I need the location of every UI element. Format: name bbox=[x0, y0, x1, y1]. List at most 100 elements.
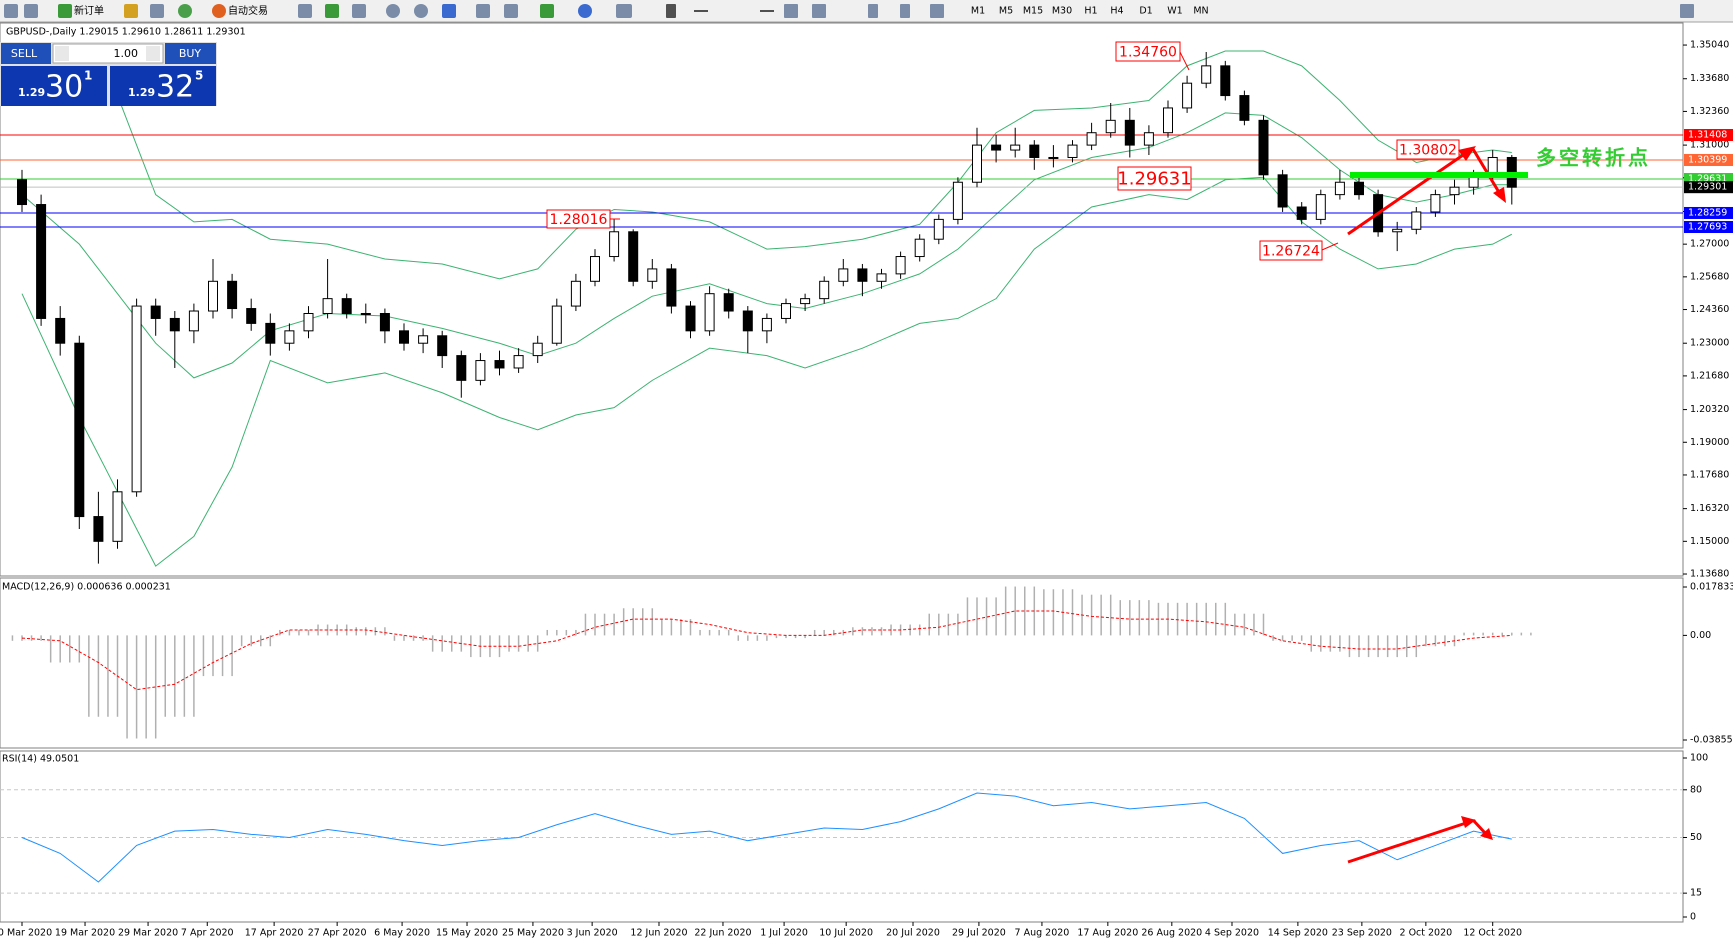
icon[interactable] bbox=[476, 4, 490, 18]
candle-body bbox=[800, 298, 811, 305]
y-tick-label: 50 bbox=[1690, 832, 1702, 843]
timeframe-button[interactable]: H1 bbox=[1084, 6, 1097, 17]
rsi-panel bbox=[0, 750, 1684, 923]
timeframe-button[interactable]: M5 bbox=[999, 6, 1013, 17]
icon[interactable] bbox=[504, 4, 518, 18]
lot-value[interactable]: 1.00 bbox=[114, 47, 139, 60]
y-tick-label: 1.33680 bbox=[1690, 73, 1729, 84]
lot-field[interactable] bbox=[52, 43, 164, 64]
toolbar-button-label[interactable]: 自动交易 bbox=[228, 4, 268, 17]
x-tick-label: 25 May 2020 bbox=[502, 928, 564, 939]
ask-point: 5 bbox=[195, 69, 203, 83]
candle-body bbox=[838, 268, 849, 282]
candle-body bbox=[360, 312, 371, 315]
y-tick-label: 1.32360 bbox=[1690, 106, 1729, 117]
ask-box[interactable] bbox=[110, 66, 216, 106]
lot-down[interactable] bbox=[55, 46, 69, 61]
annotation: 1.30802 bbox=[1399, 143, 1457, 159]
level-label-bg bbox=[1684, 181, 1733, 194]
sell-label[interactable]: SELL bbox=[11, 47, 38, 60]
bid-pips: 30 bbox=[45, 70, 83, 105]
candle-body bbox=[704, 293, 715, 332]
timeframe-button[interactable]: H4 bbox=[1110, 6, 1123, 17]
sell-button[interactable] bbox=[1, 43, 51, 64]
icon[interactable] bbox=[784, 4, 798, 18]
x-tick-label: 7 Aug 2020 bbox=[1015, 928, 1070, 939]
icon[interactable] bbox=[414, 4, 428, 18]
icon bbox=[4, 4, 18, 18]
x-tick-label: 10 Jul 2020 bbox=[819, 928, 873, 939]
candle-body bbox=[991, 144, 1002, 151]
buy-button[interactable] bbox=[165, 43, 216, 64]
candle-body bbox=[1296, 206, 1307, 220]
x-tick-label: 3 Jun 2020 bbox=[567, 928, 618, 939]
icon[interactable] bbox=[812, 4, 826, 18]
icon[interactable] bbox=[1680, 4, 1694, 18]
icon[interactable] bbox=[666, 4, 676, 18]
icon[interactable] bbox=[900, 4, 910, 18]
icon[interactable] bbox=[124, 4, 138, 18]
x-tick-label: 15 May 2020 bbox=[436, 928, 498, 939]
annotation: 多空转折点 bbox=[1536, 146, 1651, 170]
icon[interactable] bbox=[178, 4, 192, 18]
icon[interactable] bbox=[930, 4, 944, 18]
icon[interactable] bbox=[212, 4, 226, 18]
x-tick-label: 17 Aug 2020 bbox=[1077, 928, 1138, 939]
candle-body bbox=[1449, 186, 1460, 196]
icon[interactable] bbox=[58, 4, 72, 18]
lot-up[interactable] bbox=[146, 46, 160, 61]
candle-body bbox=[1258, 119, 1269, 176]
timeframe-button[interactable]: M30 bbox=[1052, 6, 1072, 17]
candle-body bbox=[895, 256, 906, 275]
icon[interactable] bbox=[694, 10, 708, 12]
icon[interactable] bbox=[150, 4, 164, 18]
candle-body bbox=[1277, 174, 1288, 208]
icon[interactable] bbox=[386, 4, 400, 18]
y-tick-label: 1.35040 bbox=[1690, 40, 1729, 51]
candle-body bbox=[819, 280, 830, 300]
annotation-leader bbox=[1179, 51, 1190, 71]
icon[interactable] bbox=[442, 4, 456, 18]
icon[interactable] bbox=[616, 4, 632, 18]
candle-body bbox=[399, 330, 409, 344]
y-tick-label: 1.15000 bbox=[1690, 536, 1729, 547]
ask-pips: 32 bbox=[156, 70, 194, 105]
candle-body bbox=[1048, 156, 1059, 159]
arrow-up bbox=[1347, 151, 1467, 236]
icon[interactable] bbox=[325, 4, 339, 18]
annotation-box bbox=[1117, 166, 1192, 191]
candle-body bbox=[1334, 181, 1345, 196]
bid-box[interactable] bbox=[1, 66, 107, 106]
level-label: 1.27693 bbox=[1688, 221, 1727, 232]
timeframe-button[interactable]: MN bbox=[1193, 6, 1208, 17]
timeframe-button[interactable]: M1 bbox=[971, 6, 985, 17]
icon[interactable] bbox=[868, 4, 878, 18]
y-tick-label: 1.13680 bbox=[1690, 569, 1729, 580]
candle-body bbox=[914, 238, 925, 258]
candle-body bbox=[379, 312, 390, 332]
candle-body bbox=[322, 298, 333, 314]
candle-body bbox=[1029, 144, 1040, 158]
timeframe-button[interactable]: D1 bbox=[1139, 6, 1152, 17]
y-tick-label: 1.21680 bbox=[1690, 370, 1729, 381]
toolbar-button-label[interactable]: 新订单 bbox=[74, 4, 104, 17]
icon[interactable] bbox=[352, 4, 366, 18]
icon[interactable] bbox=[578, 4, 592, 18]
candle-body bbox=[857, 268, 868, 282]
candle-body bbox=[74, 342, 85, 518]
arrow-head bbox=[1480, 828, 1493, 840]
x-tick-label: 29 Mar 2020 bbox=[118, 928, 178, 939]
buy-label[interactable]: BUY bbox=[179, 47, 202, 60]
annotation: 1.26724 bbox=[1262, 244, 1320, 260]
arrow-head bbox=[1493, 187, 1506, 203]
y-tick-label: 0.017833 bbox=[1690, 582, 1733, 593]
candle-body bbox=[456, 355, 467, 381]
icon[interactable] bbox=[540, 4, 554, 18]
candle-body bbox=[303, 312, 314, 332]
icon[interactable] bbox=[760, 10, 774, 12]
timeframe-button[interactable]: M15 bbox=[1023, 6, 1043, 17]
candle-body bbox=[341, 298, 352, 314]
icon bbox=[24, 4, 38, 18]
icon[interactable] bbox=[298, 4, 312, 18]
timeframe-button[interactable]: W1 bbox=[1167, 6, 1182, 17]
